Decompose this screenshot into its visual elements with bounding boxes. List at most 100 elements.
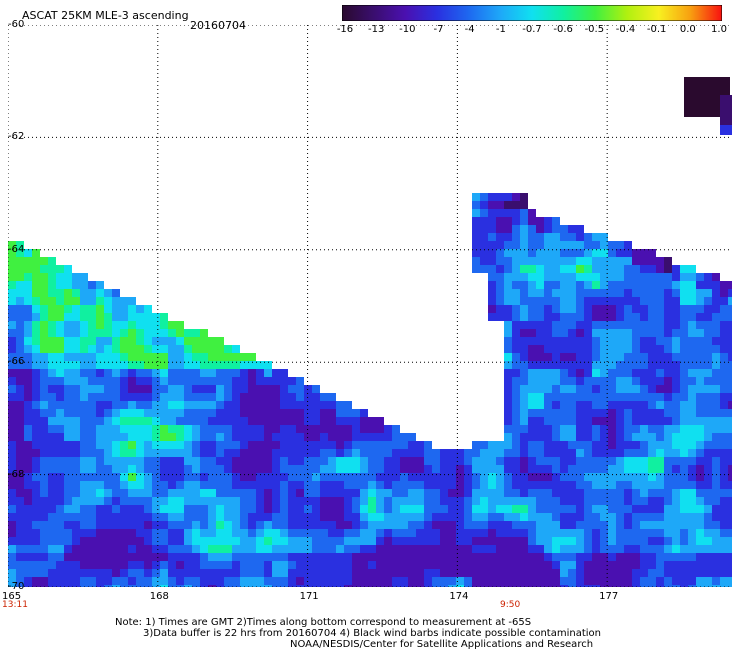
wind-cell — [24, 505, 32, 513]
wind-cell — [672, 409, 680, 417]
wind-cell — [664, 425, 672, 433]
wind-cell — [576, 441, 584, 449]
wind-cell — [520, 233, 528, 241]
wind-cell — [408, 569, 416, 577]
wind-cell — [576, 353, 584, 361]
wind-cell — [600, 241, 608, 249]
wind-cell — [232, 409, 240, 417]
wind-cell — [568, 393, 576, 401]
wind-cell — [168, 417, 176, 425]
wind-cell — [712, 401, 720, 409]
wind-cell — [56, 345, 64, 353]
wind-cell — [272, 569, 280, 577]
wind-cell — [248, 457, 256, 465]
wind-cell — [608, 377, 616, 385]
wind-cell — [184, 345, 192, 353]
wind-cell — [112, 577, 120, 585]
wind-cell — [504, 361, 512, 369]
wind-cell — [584, 529, 592, 537]
wind-cell — [624, 433, 632, 441]
wind-cell — [656, 489, 664, 497]
wind-cell — [600, 377, 608, 385]
wind-cell — [512, 281, 520, 289]
wind-cell — [664, 473, 672, 481]
wind-cell — [568, 425, 576, 433]
wind-cell — [408, 513, 416, 521]
wind-cell — [80, 449, 88, 457]
wind-cell — [600, 393, 608, 401]
wind-cell — [704, 321, 712, 329]
wind-cell — [64, 321, 72, 329]
wind-cell — [176, 569, 184, 577]
wind-cell — [96, 585, 104, 587]
wind-cell — [296, 489, 304, 497]
wind-cell — [120, 313, 128, 321]
wind-cell — [312, 457, 320, 465]
wind-cell — [512, 393, 520, 401]
wind-cell — [40, 257, 48, 265]
wind-cell — [728, 449, 732, 457]
wind-cell — [48, 529, 56, 537]
wind-cell — [96, 505, 104, 513]
wind-cell — [96, 425, 104, 433]
wind-cell — [80, 409, 88, 417]
wind-cell — [696, 361, 704, 369]
wind-cell — [80, 385, 88, 393]
wind-cell — [544, 521, 552, 529]
wind-cell — [120, 393, 128, 401]
wind-cell — [136, 569, 144, 577]
wind-cell — [48, 505, 56, 513]
wind-cell — [568, 457, 576, 465]
wind-cell — [696, 353, 704, 361]
wind-cell — [608, 401, 616, 409]
wind-cell — [24, 537, 32, 545]
wind-cell — [608, 329, 616, 337]
wind-cell — [528, 281, 536, 289]
wind-cell — [616, 569, 624, 577]
wind-cell — [184, 473, 192, 481]
wind-cell — [528, 449, 536, 457]
wind-cell — [224, 521, 232, 529]
wind-cell — [536, 505, 544, 513]
wind-cell — [352, 577, 360, 585]
wind-cell — [200, 401, 208, 409]
wind-cell — [416, 505, 424, 513]
wind-cell — [488, 473, 496, 481]
wind-cell — [576, 249, 584, 257]
wind-cell — [216, 481, 224, 489]
wind-cell — [328, 585, 336, 587]
wind-cell — [720, 95, 732, 127]
wind-cell — [608, 289, 616, 297]
wind-cell — [648, 377, 656, 385]
wind-cell — [648, 497, 656, 505]
wind-cell — [688, 505, 696, 513]
wind-cell — [672, 393, 680, 401]
wind-cell — [720, 481, 728, 489]
wind-cell — [24, 529, 32, 537]
wind-cell — [224, 393, 232, 401]
wind-cell — [184, 585, 192, 587]
wind-cell — [440, 529, 448, 537]
wind-cell — [440, 577, 448, 585]
wind-cell — [536, 249, 544, 257]
wind-cell — [320, 569, 328, 577]
wind-cell — [520, 201, 528, 209]
wind-cell — [288, 465, 296, 473]
wind-cell — [280, 385, 288, 393]
wind-cell — [160, 569, 168, 577]
wind-cell — [320, 425, 328, 433]
wind-cell — [32, 489, 40, 497]
wind-cell — [184, 385, 192, 393]
wind-cell — [40, 289, 48, 297]
wind-cell — [264, 369, 272, 377]
wind-cell — [576, 361, 584, 369]
wind-cell — [200, 561, 208, 569]
wind-cell — [144, 585, 152, 587]
wind-cell — [552, 545, 560, 553]
wind-cell — [584, 505, 592, 513]
wind-cell — [528, 529, 536, 537]
wind-cell — [544, 257, 552, 265]
wind-cell — [672, 281, 680, 289]
wind-cell — [128, 497, 136, 505]
wind-cell — [336, 441, 344, 449]
